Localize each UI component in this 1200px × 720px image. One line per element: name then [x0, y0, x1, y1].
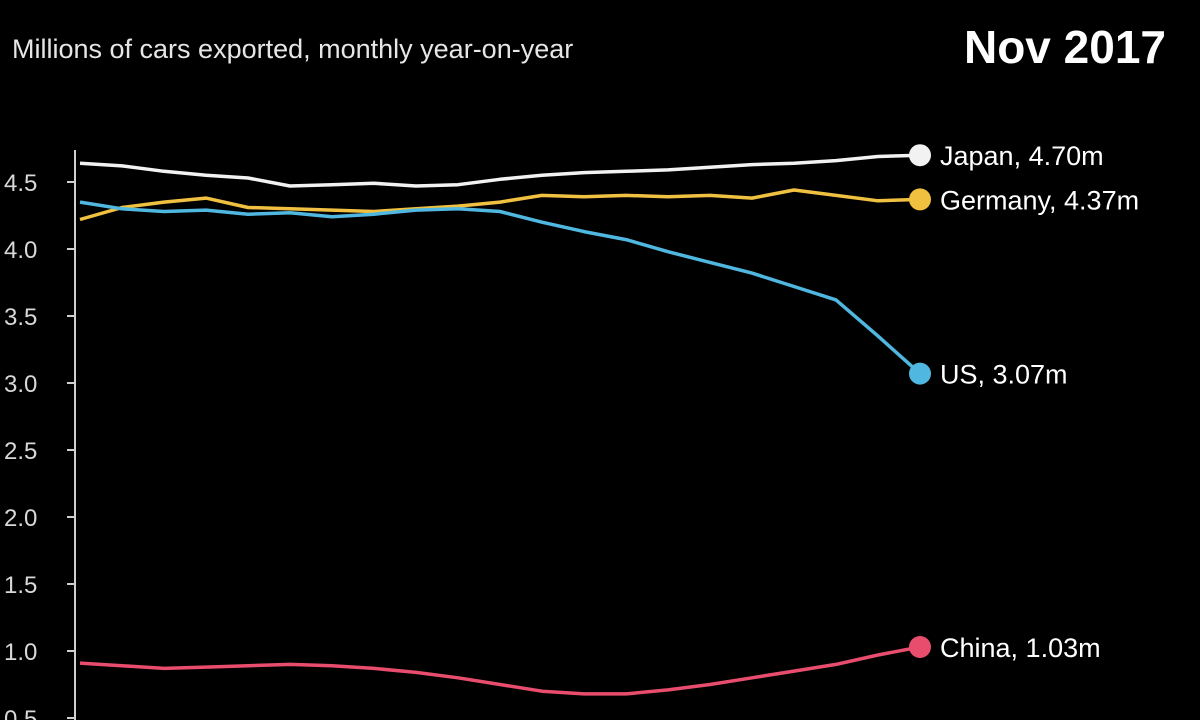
y-tick-label: 0.5	[4, 706, 37, 720]
end-label-germany: Germany, 4.37m	[940, 185, 1139, 215]
end-label-japan: Japan, 4.70m	[940, 141, 1104, 171]
series-lines	[79, 153, 922, 696]
end-marker-us	[909, 362, 931, 385]
series-end-markers	[909, 144, 931, 658]
y-tick-label: 4.5	[4, 170, 37, 197]
series-end-labels: Japan, 4.70m Germany, 4.37m US, 3.07m China…	[940, 141, 1139, 663]
y-tick-label: 2.0	[4, 505, 37, 532]
y-tick-label: 1.0	[4, 639, 37, 666]
series-line-china	[79, 645, 921, 696]
series-line-japan	[79, 153, 921, 188]
end-label-us: US, 3.07m	[940, 360, 1068, 390]
y-tick-label: 2.5	[4, 438, 37, 465]
series-line-germany	[79, 188, 921, 222]
y-tick-label: 3.0	[4, 371, 37, 398]
series-line-us	[79, 200, 922, 375]
y-tick-label: 4.0	[4, 237, 37, 264]
end-label-china: China, 1.03m	[940, 633, 1101, 663]
y-tick-label: 3.5	[4, 304, 37, 331]
y-axis-ticks: 0.5 1.0 1.5 2.0 2.5 3.0 3.5 4.0 4.5	[4, 170, 75, 720]
y-tick-label: 1.5	[4, 572, 37, 599]
chart-subtitle: Millions of cars exported, monthly year-…	[12, 34, 574, 64]
date-label: Nov 2017	[963, 21, 1166, 73]
end-marker-china	[909, 635, 931, 658]
end-marker-japan	[909, 144, 931, 167]
end-marker-germany	[909, 188, 931, 211]
